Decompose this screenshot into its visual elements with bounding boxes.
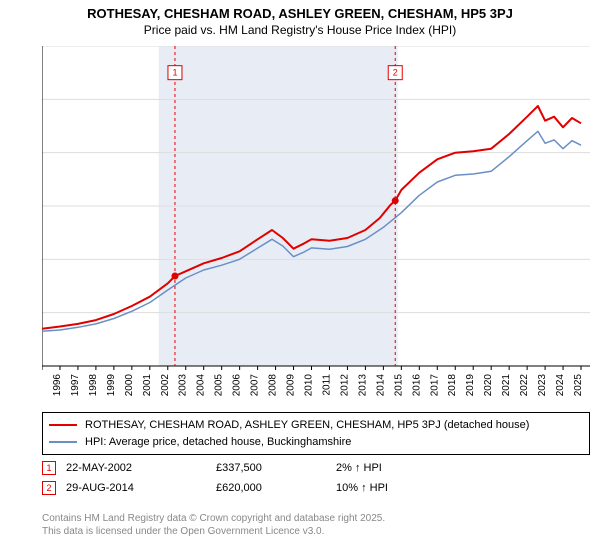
sale-delta: 2% ↑ HPI xyxy=(336,462,456,474)
svg-text:1998: 1998 xyxy=(88,374,99,397)
title-block: ROTHESAY, CHESHAM ROAD, ASHLEY GREEN, CH… xyxy=(0,0,600,37)
svg-text:2012: 2012 xyxy=(339,374,350,397)
marker-badge: 1 xyxy=(42,461,56,475)
svg-text:2016: 2016 xyxy=(411,374,422,397)
svg-text:1995: 1995 xyxy=(42,374,45,397)
footer: Contains HM Land Registry data © Crown c… xyxy=(42,512,590,538)
sale-date: 22-MAY-2002 xyxy=(66,462,216,474)
svg-text:2025: 2025 xyxy=(573,374,584,397)
legend-swatch xyxy=(49,441,77,443)
chart-container: ROTHESAY, CHESHAM ROAD, ASHLEY GREEN, CH… xyxy=(0,0,600,560)
chart-area: £0£200k£400k£600k£800k£1M£1.2M1995199619… xyxy=(42,46,590,402)
svg-text:1997: 1997 xyxy=(70,374,81,397)
svg-text:2000: 2000 xyxy=(124,374,135,397)
svg-text:2010: 2010 xyxy=(304,374,315,397)
svg-text:1999: 1999 xyxy=(106,374,117,397)
line-chart: £0£200k£400k£600k£800k£1M£1.2M1995199619… xyxy=(42,46,590,402)
legend-label: ROTHESAY, CHESHAM ROAD, ASHLEY GREEN, CH… xyxy=(85,417,529,434)
svg-text:2009: 2009 xyxy=(286,374,297,397)
legend-item: HPI: Average price, detached house, Buck… xyxy=(49,434,583,451)
marker-badge: 2 xyxy=(42,481,56,495)
sales-row: 1 22-MAY-2002 £337,500 2% ↑ HPI xyxy=(42,458,590,478)
svg-text:2004: 2004 xyxy=(196,374,207,397)
svg-text:2001: 2001 xyxy=(142,374,153,397)
svg-text:2013: 2013 xyxy=(357,374,368,397)
sale-price: £337,500 xyxy=(216,462,336,474)
footer-line-1: Contains HM Land Registry data © Crown c… xyxy=(42,512,590,525)
svg-text:2019: 2019 xyxy=(465,374,476,397)
svg-text:2005: 2005 xyxy=(214,374,225,397)
svg-text:2022: 2022 xyxy=(519,374,530,397)
svg-text:2008: 2008 xyxy=(268,374,279,397)
sale-price: £620,000 xyxy=(216,482,336,494)
svg-text:2017: 2017 xyxy=(429,374,440,397)
svg-text:2020: 2020 xyxy=(483,374,494,397)
svg-text:2011: 2011 xyxy=(321,374,332,396)
svg-text:2023: 2023 xyxy=(537,374,548,397)
svg-text:2006: 2006 xyxy=(232,374,243,397)
legend: ROTHESAY, CHESHAM ROAD, ASHLEY GREEN, CH… xyxy=(42,412,590,455)
svg-text:2007: 2007 xyxy=(250,374,261,397)
svg-text:2003: 2003 xyxy=(178,374,189,397)
svg-text:2015: 2015 xyxy=(393,374,404,397)
svg-text:2002: 2002 xyxy=(160,374,171,397)
svg-text:2021: 2021 xyxy=(501,374,512,397)
title-line-1: ROTHESAY, CHESHAM ROAD, ASHLEY GREEN, CH… xyxy=(0,6,600,21)
svg-text:1996: 1996 xyxy=(52,374,63,397)
svg-text:2014: 2014 xyxy=(375,374,386,397)
legend-swatch xyxy=(49,424,77,426)
footer-line-2: This data is licensed under the Open Gov… xyxy=(42,525,590,538)
sale-delta: 10% ↑ HPI xyxy=(336,482,456,494)
legend-label: HPI: Average price, detached house, Buck… xyxy=(85,434,351,451)
sales-table: 1 22-MAY-2002 £337,500 2% ↑ HPI 2 29-AUG… xyxy=(42,458,590,498)
sales-row: 2 29-AUG-2014 £620,000 10% ↑ HPI xyxy=(42,478,590,498)
svg-text:2024: 2024 xyxy=(555,374,566,397)
sale-date: 29-AUG-2014 xyxy=(66,482,216,494)
svg-text:1: 1 xyxy=(172,68,177,78)
svg-text:2: 2 xyxy=(393,68,398,78)
title-line-2: Price paid vs. HM Land Registry's House … xyxy=(0,23,600,37)
legend-item: ROTHESAY, CHESHAM ROAD, ASHLEY GREEN, CH… xyxy=(49,417,583,434)
svg-text:2018: 2018 xyxy=(447,374,458,397)
